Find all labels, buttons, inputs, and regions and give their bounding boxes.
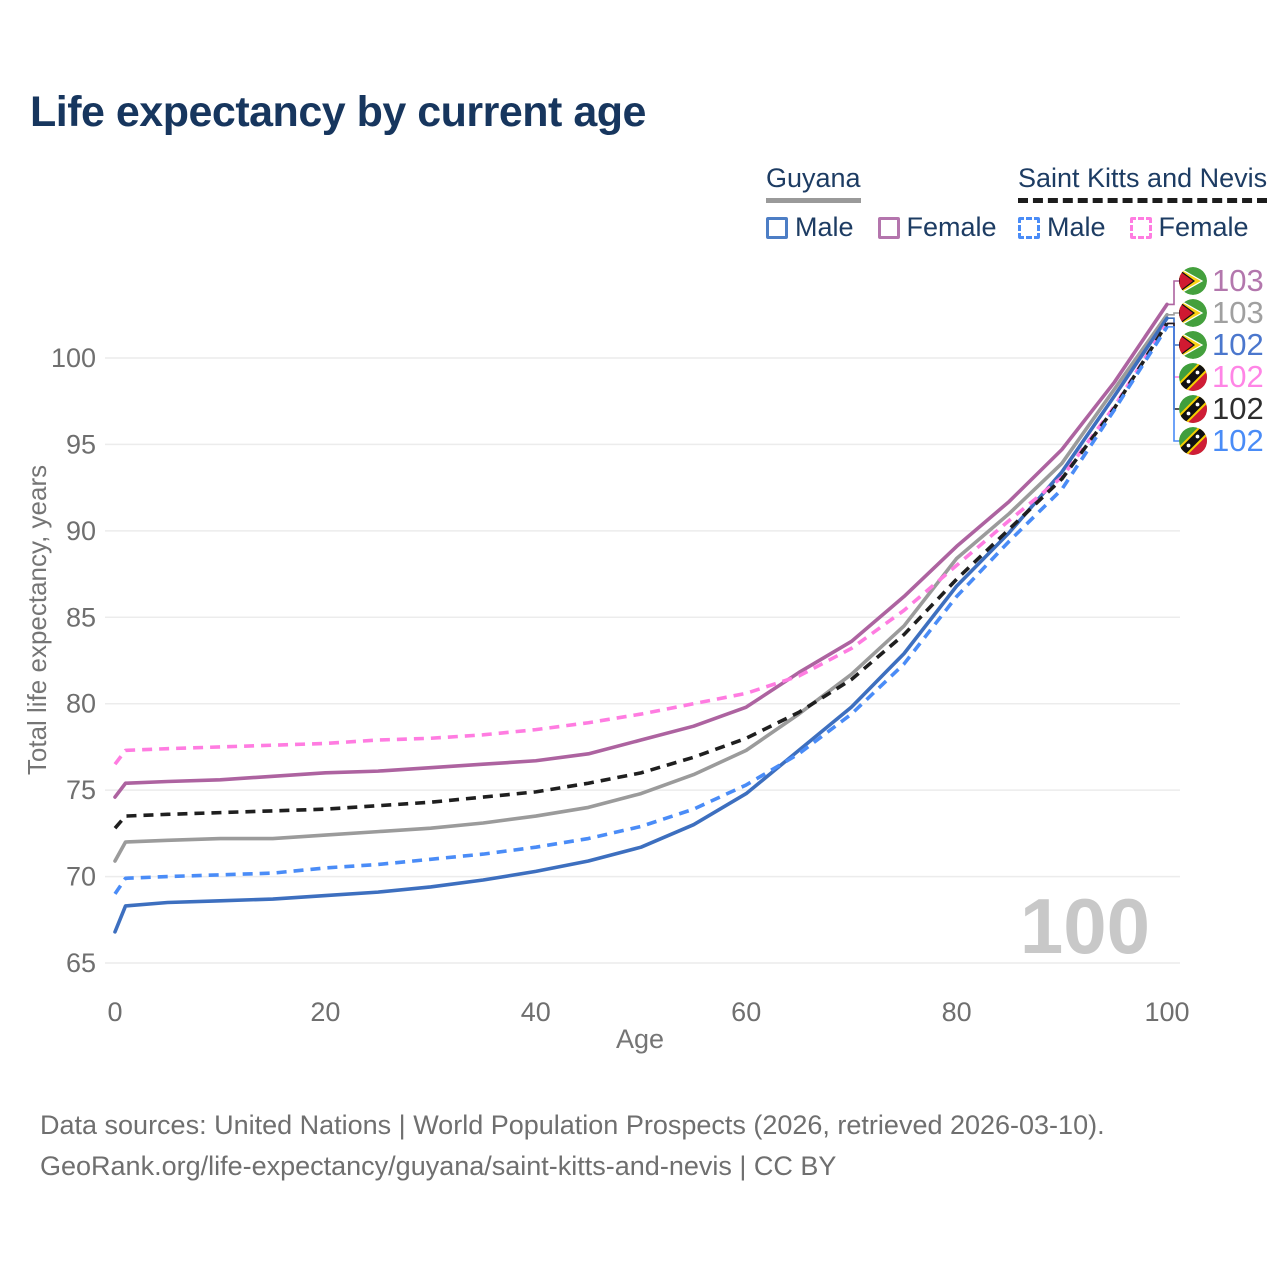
skn-male-swatch-icon (1018, 216, 1040, 239)
legend-country-guyana[interactable]: Guyana (766, 163, 861, 203)
y-tick-label: 80 (66, 689, 96, 719)
attribution-link-text[interactable]: GeoRank.org/life-expectancy/guyana/saint… (40, 1151, 837, 1181)
x-tick-label: 60 (731, 997, 761, 1027)
age-watermark: 100 (1020, 882, 1150, 970)
end-value-label: 103 (1212, 295, 1264, 330)
legend-item-label: Male (795, 212, 854, 242)
guyana-flag-icon (1179, 267, 1207, 295)
end-leader-line (1167, 322, 1179, 410)
y-tick-label: 95 (66, 429, 96, 459)
y-tick-label: 90 (66, 516, 96, 546)
x-axis-title: Age (616, 1024, 664, 1054)
x-tick-label: 100 (1144, 997, 1189, 1027)
end-value-label: 102 (1212, 391, 1264, 426)
legend-item-skn-female[interactable]: Female (1129, 212, 1249, 243)
y-tick-label: 100 (51, 343, 96, 373)
guyana-male-swatch-icon (766, 216, 788, 239)
guyana-flag-icon (1179, 331, 1207, 359)
skn-female-swatch-icon (1129, 216, 1152, 239)
y-tick-label: 75 (66, 775, 96, 805)
y-axis-title: Total life expectancy, years (22, 465, 52, 775)
guyana-female-swatch-icon (877, 216, 900, 239)
footer: Data sources: United Nations | World Pop… (40, 1105, 1105, 1187)
legend-item-label: Male (1047, 212, 1106, 242)
series-line-saint-kitts-and-nevis-total (113, 322, 1169, 830)
end-leader-line (1167, 326, 1179, 442)
x-tick-label: 20 (310, 997, 340, 1027)
end-value-label: 102 (1212, 423, 1264, 458)
saint-kitts-and-nevis-flag-icon (1179, 363, 1207, 391)
saint-kitts-and-nevis-flag-icon (1179, 395, 1207, 423)
legend-item-skn-male[interactable]: Male (1018, 212, 1106, 243)
legend-group-saint-kitts-and-nevis: Saint Kitts and Nevis Male Female (1018, 163, 1268, 243)
end-leader-line (1167, 312, 1179, 316)
legend-item-label: Female (906, 212, 997, 242)
end-leader-line (1167, 322, 1179, 378)
series-line-guyana-male (113, 316, 1169, 934)
series-line-guyana-total (113, 312, 1169, 863)
page-title: Life expectancy by current age (30, 88, 646, 136)
end-value-label: 102 (1212, 359, 1264, 394)
end-leader-line (1167, 317, 1179, 346)
x-tick-label: 0 (107, 997, 122, 1027)
end-value-label: 102 (1212, 327, 1264, 362)
legend-group-guyana: Guyana Male Female (766, 163, 1011, 243)
legend-item-guyana-male[interactable]: Male (766, 212, 854, 243)
end-value-label: 103 (1212, 263, 1264, 298)
legend-item-guyana-female[interactable]: Female (877, 212, 997, 243)
data-sources-text: Data sources: United Nations | World Pop… (40, 1110, 1105, 1140)
x-tick-label: 80 (942, 997, 972, 1027)
end-leader-line (1167, 280, 1179, 306)
series-line-guyana-female (113, 302, 1169, 799)
y-tick-label: 85 (66, 602, 96, 632)
series-line-saint-kitts-and-nevis-male (113, 325, 1169, 895)
series-line-saint-kitts-and-nevis-female (113, 322, 1169, 766)
y-tick-label: 70 (66, 862, 96, 892)
y-tick-label: 65 (66, 948, 96, 978)
saint-kitts-and-nevis-flag-icon (1179, 427, 1207, 455)
legend-country-saint-kitts-and-nevis[interactable]: Saint Kitts and Nevis (1018, 163, 1268, 203)
guyana-flag-icon (1179, 299, 1207, 327)
x-tick-label: 40 (521, 997, 551, 1027)
legend-item-label: Female (1158, 212, 1249, 242)
